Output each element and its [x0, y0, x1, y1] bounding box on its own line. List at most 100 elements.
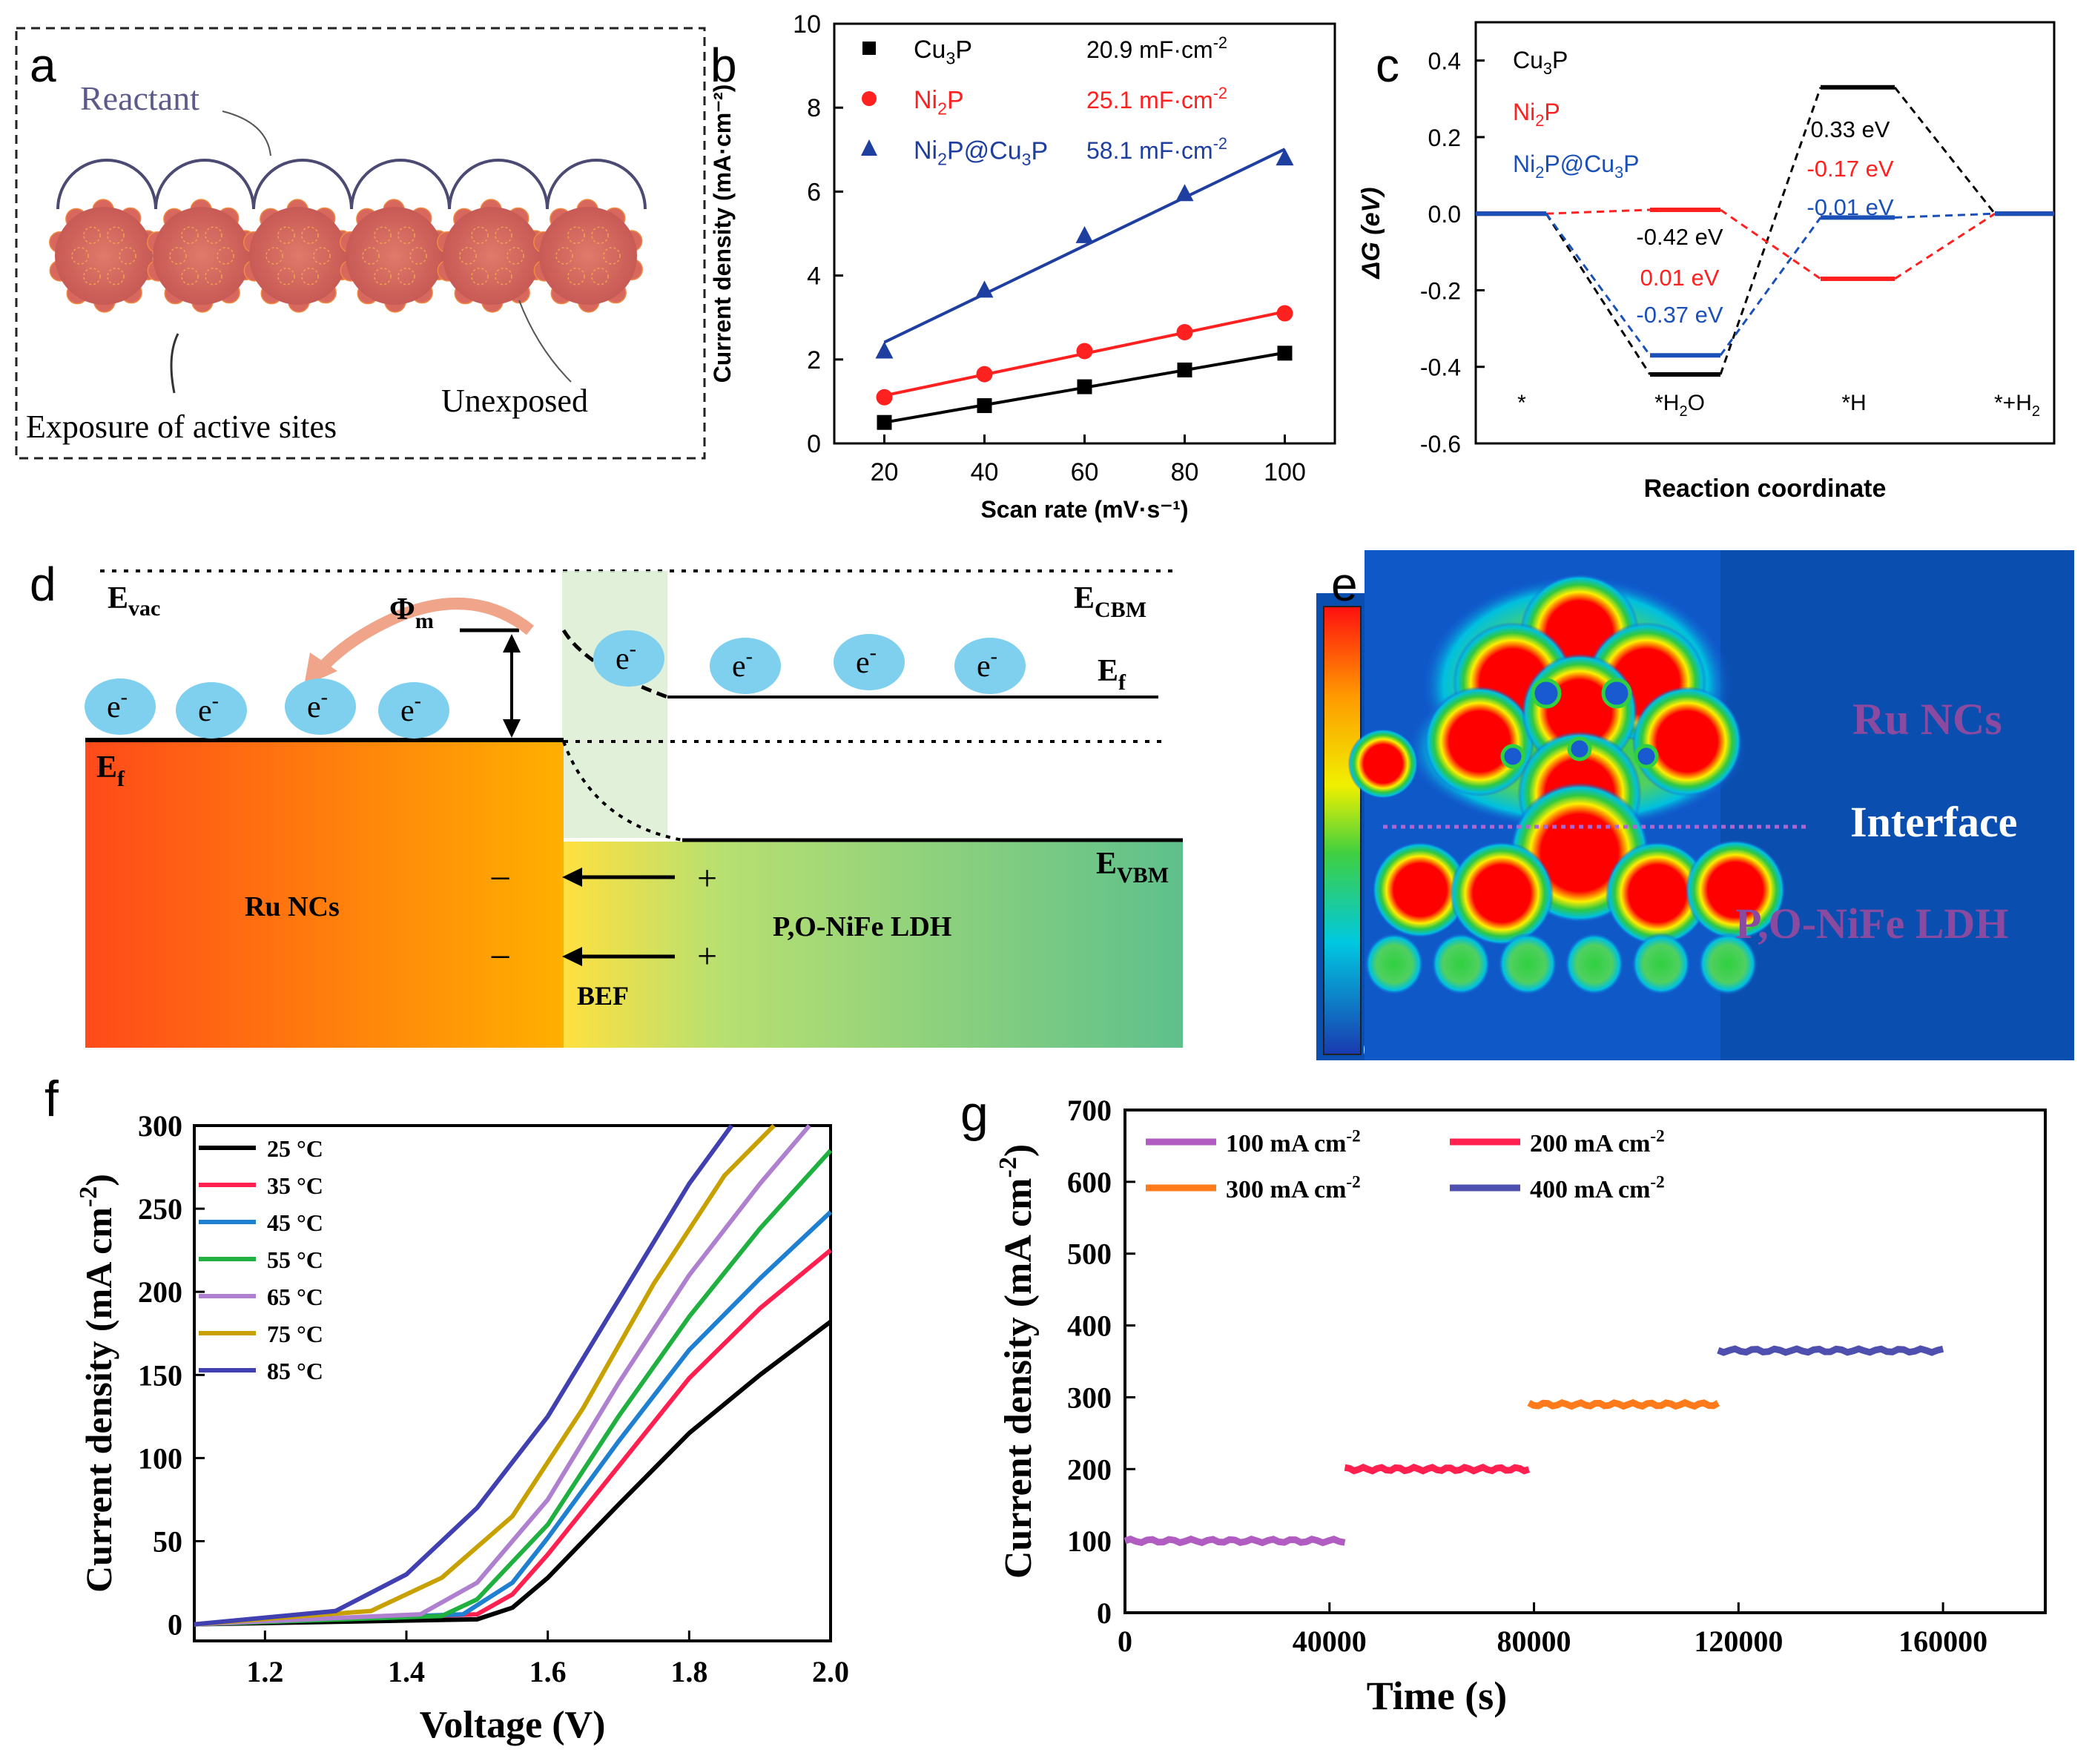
c-category-label: *H — [1841, 391, 1866, 415]
b-marker-triangle — [1175, 184, 1194, 202]
b-legend-label: Ni2P@Cu3P — [914, 136, 1048, 169]
c-energy-label: -0.42 eV — [1636, 224, 1723, 250]
electron-label: e- — [198, 690, 219, 728]
minus-sign-2: − — [489, 936, 511, 979]
f-xtick-label: 1.2 — [246, 1655, 283, 1688]
elf-lower-blob — [1565, 933, 1624, 995]
f-legend-label: 25 °C — [267, 1135, 323, 1162]
b-marker-circle — [976, 366, 993, 383]
f-ytick-label: 100 — [138, 1441, 182, 1475]
unexposed-site — [362, 247, 380, 265]
f-legend-label: 85 °C — [267, 1358, 323, 1384]
c-ytick-label: 0.4 — [1428, 48, 1461, 75]
electron-bubble — [834, 634, 905, 690]
b-legend-label: Cu3P — [914, 36, 972, 68]
elf-hole — [1500, 744, 1525, 769]
b-marker-triangle — [1276, 148, 1294, 166]
c-connector — [1545, 213, 1652, 357]
panel-f-letter: f — [44, 1071, 59, 1127]
e-ldh-label: P,O-NiFe LDH — [1735, 899, 2008, 948]
electron-label: e- — [400, 690, 421, 728]
f-xtick-label: 2.0 — [812, 1655, 849, 1688]
panel-d: d Evac Φm ECBM Ef Ef EVBM e-e-e-e-e-e-e-… — [30, 558, 1183, 1048]
f-plot-frame — [193, 1124, 832, 1642]
elf-lower-blob — [1431, 933, 1491, 995]
panel-e-letter: e — [1331, 558, 1358, 611]
work-function-arrowhead-down — [503, 719, 521, 738]
b-legend-cdl: 58.1 mF·cm-2 — [1086, 134, 1227, 164]
panel-a-frame — [15, 27, 706, 460]
reactant-arch — [350, 159, 451, 210]
f-series-line — [194, 1124, 733, 1627]
unexposed-site — [301, 267, 319, 285]
unexposed-site — [567, 267, 585, 285]
unexposed-site — [181, 226, 199, 245]
ldh-label: P,O-NiFe LDH — [773, 911, 951, 942]
g-ytick-label: 200 — [1067, 1453, 1112, 1486]
elf-blob — [1605, 841, 1710, 946]
c-ytick-label: 0.2 — [1428, 125, 1461, 151]
unexposed-site — [495, 226, 512, 245]
f-legend-label: 35 °C — [267, 1172, 323, 1199]
c-plot-frame — [1474, 21, 2056, 445]
elf-blob — [1424, 686, 1535, 797]
ldh-block — [564, 842, 1183, 1048]
ef-right-label: Ef — [1098, 654, 1126, 695]
b-ytick-label: 0 — [807, 430, 821, 458]
g-ytick-label: 500 — [1067, 1238, 1112, 1271]
panel-c-letter: c — [1376, 39, 1399, 92]
b-xlabel: Scan rate (mV·s⁻¹) — [980, 496, 1188, 523]
electron-bubble — [378, 682, 449, 739]
vbm-band-bend — [562, 741, 683, 842]
f-ytick-label: 150 — [138, 1358, 182, 1392]
b-xtick-label: 80 — [1171, 458, 1199, 486]
b-marker-circle — [1176, 324, 1193, 341]
e-ru-label: Ru NCs — [1852, 695, 2002, 744]
c-connector — [1894, 212, 1996, 219]
g-ytick-label: 0 — [1097, 1596, 1112, 1630]
unexposed-site — [107, 267, 125, 285]
ru-block — [85, 740, 564, 1048]
unexposed-site — [277, 267, 295, 285]
f-series-line — [194, 1124, 811, 1627]
b-xtick-label: 100 — [1264, 458, 1306, 486]
unexposed-site — [71, 247, 89, 265]
exposure-arrow — [170, 333, 179, 394]
c-category-label: *+H2 — [1994, 391, 2040, 420]
b-legend-cdl: 25.1 mF·cm-2 — [1086, 84, 1227, 113]
unexposed-site — [397, 226, 415, 245]
panel-b-letter: b — [710, 39, 737, 92]
b-legend-cdl: 20.9 mF·cm-2 — [1086, 33, 1227, 63]
b-ytick-label: 2 — [807, 346, 821, 374]
panel-b: b 20 40 60 80 100 0 2 4 6 8 10 Scan rate (mV·s⁻¹) Cu… — [709, 10, 1336, 523]
g-ytick-label: 400 — [1067, 1309, 1112, 1343]
reactant-label: Reactant — [80, 79, 199, 117]
unexposed-site — [409, 247, 427, 265]
catalyst-particle — [55, 207, 153, 305]
c-connector — [1720, 208, 1821, 280]
g-ylabel: Current density (mA cm-2) — [994, 1144, 1040, 1579]
panel-f: f 1.2 1.4 1.6 1.8 2.0 0 50 100 150 200 250 300 Volta… — [44, 1071, 849, 1746]
unexposed-site — [119, 247, 136, 265]
b-ytick-label: 8 — [807, 94, 821, 122]
catalyst-particle — [249, 207, 347, 305]
field-arrowhead-2 — [562, 947, 582, 966]
elf-hole — [1531, 678, 1562, 709]
f-ylabel: Current density (mA cm-2) — [75, 1174, 119, 1593]
c-connector — [1719, 87, 1822, 375]
unexposed-site — [217, 247, 234, 265]
b-marker-square — [1077, 379, 1092, 394]
elf-blobs — [1347, 574, 1786, 995]
unexposed-site — [83, 226, 101, 245]
b-legend-marker — [862, 42, 876, 55]
ru-ncs-label: Ru NCs — [245, 891, 340, 922]
elf-lower-blob — [1365, 933, 1424, 995]
f-series-line — [194, 1248, 832, 1627]
g-ytick-label: 700 — [1067, 1094, 1112, 1127]
panel-a: a Reactant Exposure of active sites Unex… — [15, 27, 706, 460]
bef-label: BEF — [577, 981, 629, 1011]
reactant-arch — [448, 159, 549, 210]
unexposed-site — [374, 267, 392, 285]
c-energy-label: 0.33 eV — [1811, 116, 1890, 142]
reactant-arrow — [222, 110, 271, 156]
